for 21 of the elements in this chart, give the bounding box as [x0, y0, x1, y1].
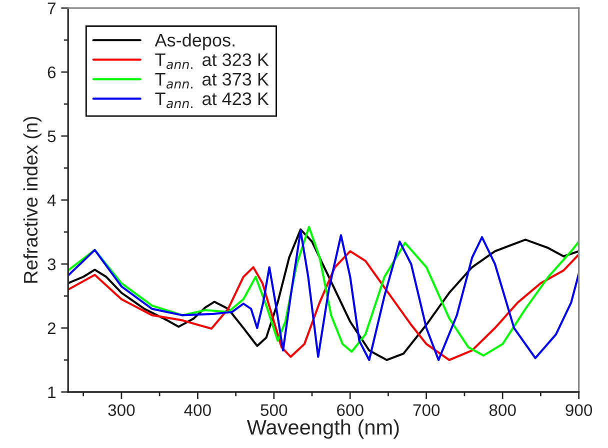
x-tick-label: 600	[337, 404, 364, 416]
x-tick-label: 300	[108, 404, 135, 416]
y-tick-label: 5	[48, 130, 56, 142]
legend-label: T$_{ann.}$ at 373 K	[155, 72, 269, 89]
y-tick-label: 2	[48, 322, 56, 334]
x-tick-label: 400	[184, 404, 211, 416]
x-axis-title: Waveength (nm)	[246, 419, 399, 439]
x-tick-label: 700	[413, 404, 440, 416]
legend-label: As-depos.	[154, 33, 234, 50]
x-tick-label: 800	[489, 404, 516, 416]
y-tick-label: 4	[47, 194, 56, 206]
x-tick-label: 900	[566, 404, 592, 416]
line-series	[68, 250, 579, 362]
y-tick-label: 7	[48, 2, 56, 14]
legend-label: T$_{ann.}$ at 423 K	[155, 92, 269, 108]
y-axis-title: Refractive index (n)	[23, 116, 42, 283]
legend-label: T$_{ann.}$ at 323 K	[155, 53, 269, 70]
y-tick-label: 1	[48, 386, 56, 398]
x-tick-label: 500	[260, 404, 288, 416]
y-tick-label: 6	[48, 66, 56, 78]
y-tick-label: 3	[48, 258, 56, 270]
